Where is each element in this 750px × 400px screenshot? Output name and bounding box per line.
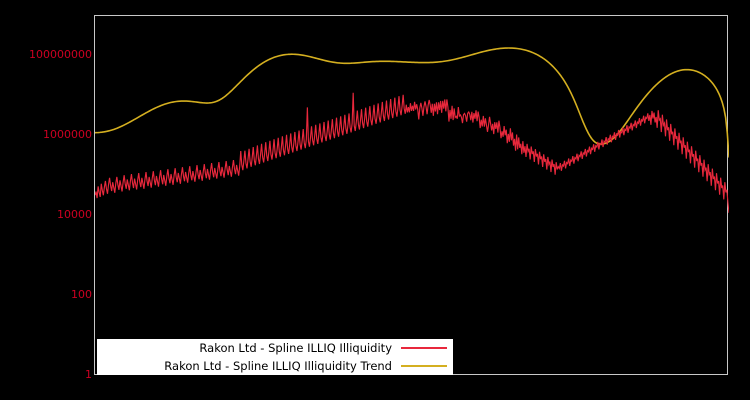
series-group	[95, 47, 729, 213]
y-tick-label: 1	[85, 368, 92, 381]
legend-swatch-illiquidity	[401, 347, 447, 349]
y-tick-label: 1000000	[43, 128, 92, 141]
y-tick-label: 10000	[57, 208, 92, 221]
legend-label-0: Rakon Ltd - Spline ILLIQ Illiquidity	[199, 341, 392, 355]
plot-svg	[95, 47, 729, 213]
legend-entry-0: Rakon Ltd - Spline ILLIQ Illiquidity	[97, 339, 453, 357]
legend-entry-1: Rakon Ltd - Spline ILLIQ Illiquidity Tre…	[97, 357, 453, 375]
chart-legend[interactable]: Rakon Ltd - Spline ILLIQ Illiquidity Rak…	[97, 339, 453, 375]
y-tick-label: 100000000	[29, 48, 92, 61]
legend-label-1: Rakon Ltd - Spline ILLIQ Illiquidity Tre…	[164, 359, 392, 373]
legend-swatch-trend	[401, 365, 447, 367]
series-line-illiquidity	[95, 92, 729, 213]
series-line-trend	[95, 47, 729, 158]
y-tick-label: 100	[71, 288, 92, 301]
y-axis: 100000000 1000000 10000 100 1	[0, 0, 92, 400]
plot-area	[94, 15, 729, 375]
